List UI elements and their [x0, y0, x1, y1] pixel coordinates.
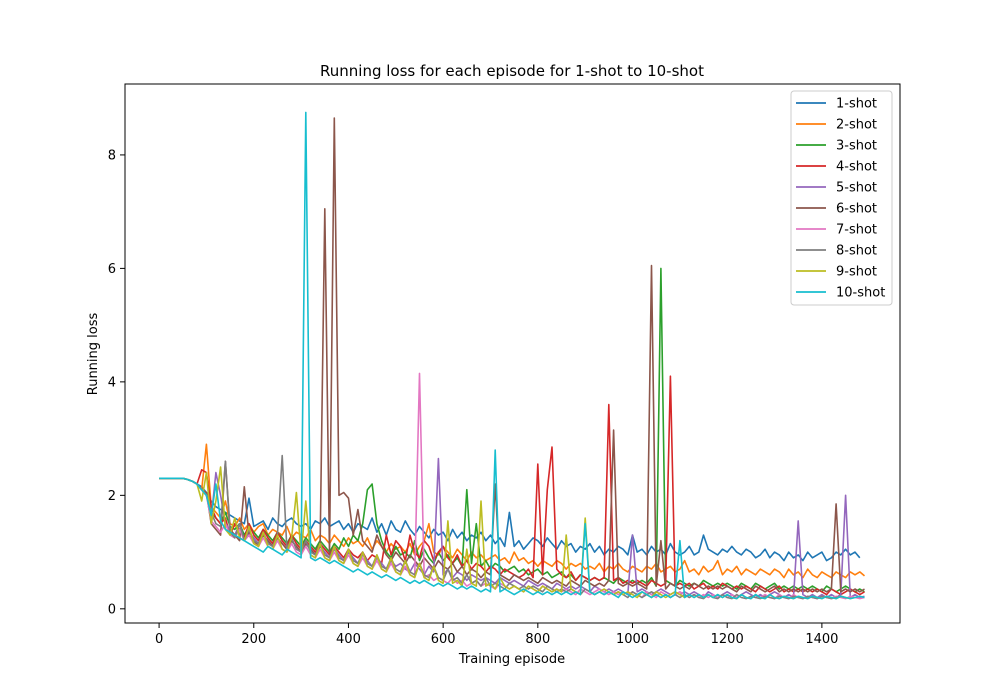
legend-label-6-shot: 6-shot	[836, 202, 877, 217]
y-tick-label: 8	[108, 148, 116, 163]
series-line-2-shot	[159, 443, 866, 579]
y-tick-label: 2	[108, 489, 116, 504]
x-axis-title: Training episode	[458, 652, 565, 667]
x-tick-label: 1000	[616, 632, 649, 647]
y-axis-ticks: 0 2 4 6 8	[108, 148, 125, 617]
x-tick-label: 1400	[805, 632, 838, 647]
x-tick-label: 200	[241, 632, 266, 647]
y-tick-label: 0	[108, 602, 116, 617]
legend-label-8-shot: 8-shot	[836, 244, 877, 259]
y-tick-label: 6	[108, 262, 116, 277]
legend-label-5-shot: 5-shot	[836, 181, 877, 196]
y-axis-title: Running loss	[86, 313, 101, 396]
legend-label-9-shot: 9-shot	[836, 265, 877, 280]
x-tick-label: 0	[155, 632, 163, 647]
series-line-10-shot	[159, 111, 865, 600]
series-line-1-shot	[159, 477, 861, 562]
series-line-6-shot	[159, 117, 865, 593]
x-axis-ticks: 0 200 400 600 800 1000 1200 1400	[155, 623, 838, 647]
legend-label-4-shot: 4-shot	[836, 160, 877, 175]
series-line-7-shot	[159, 372, 865, 600]
legend-label-2-shot: 2-shot	[836, 118, 877, 133]
legend-label-10-shot: 10-shot	[836, 286, 885, 301]
legend-label-3-shot: 3-shot	[836, 139, 877, 154]
series-line-4-shot	[159, 375, 865, 596]
legend-label-7-shot: 7-shot	[836, 223, 877, 238]
x-tick-label: 600	[431, 632, 456, 647]
series-layer	[159, 111, 866, 600]
chart-title: Running loss for each episode for 1-shot…	[320, 62, 704, 80]
legend-items: 1-shot 2-shot 3-shot 4-shot 5-shot 6-shot 7-sh…	[796, 97, 885, 301]
x-tick-label: 1200	[711, 632, 744, 647]
legend-label-1-shot: 1-shot	[836, 97, 877, 112]
x-tick-label: 800	[525, 632, 550, 647]
plot-area-frame	[124, 83, 901, 624]
legend: 1-shot 2-shot 3-shot 4-shot 5-shot 6-shot 7-sh…	[790, 90, 893, 306]
x-tick-label: 400	[336, 632, 361, 647]
series-line-8-shot	[159, 454, 846, 600]
series-line-3-shot	[159, 267, 865, 593]
y-tick-label: 4	[108, 375, 116, 390]
